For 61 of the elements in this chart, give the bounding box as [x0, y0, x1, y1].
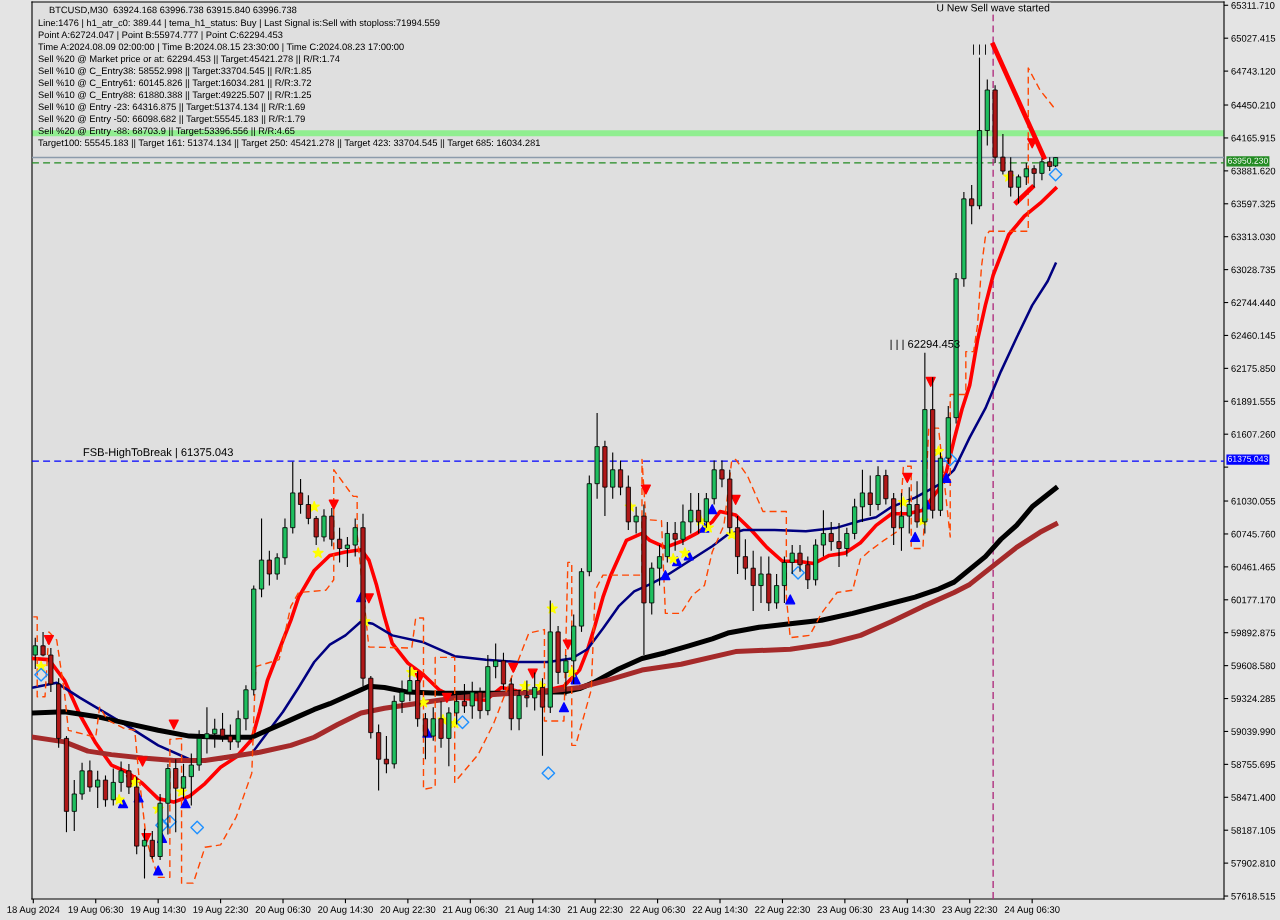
y-tick-label: 61607.260 [1231, 431, 1276, 438]
annotation: Sell %10 @ C_Entry61: 60145.826 || Target:16034.281 || R/R:3.72 [38, 79, 311, 88]
x-tick-label: 18 Aug 2024 [7, 906, 60, 915]
x-tick-label: 24 Aug 06:30 [1004, 906, 1060, 915]
x-tick-label: 20 Aug 22:30 [380, 906, 436, 915]
y-tick-label: 63313.030 [1231, 233, 1276, 241]
y-tick-label: 58755.695 [1231, 761, 1276, 768]
y-tick-label: 58471.400 [1231, 794, 1276, 801]
annotation: Sell %20 @ Market price or at: 62294.453 || Target:45421.278 || R/R:1.74 [38, 55, 340, 64]
ref-line-label: U New Sell wave started [937, 3, 1050, 12]
x-tick-label: 20 Aug 06:30 [255, 906, 311, 915]
y-tick-label: 63597.325 [1231, 200, 1276, 208]
y-tick-label: 62460.145 [1231, 332, 1276, 339]
y-tick-label: 58187.105 [1231, 827, 1276, 834]
y-tick-label: 62175.850 [1231, 365, 1276, 372]
annotation: Sell %10 @ C_Entry38: 58552.998 || Target:33704.545 || R/R:1.85 [38, 67, 312, 76]
annotation: FSB-HighToBreak | 61375.043 [83, 447, 233, 459]
y-tick-label: 60745.760 [1231, 530, 1276, 538]
y-tick-label: 65027.415 [1231, 35, 1276, 42]
ref-line-label: 61375.043 [1228, 455, 1268, 462]
y-tick-label: 60461.465 [1231, 563, 1276, 571]
x-tick-label: 22 Aug 14:30 [692, 906, 748, 915]
x-tick-label: 23 Aug 22:30 [942, 906, 998, 915]
y-tick-label: 61891.555 [1231, 398, 1276, 405]
x-tick-label: 23 Aug 14:30 [879, 906, 935, 915]
x-tick-label: 22 Aug 22:30 [755, 906, 810, 915]
y-tick-label: 61030.055 [1231, 497, 1276, 505]
y-tick-label: 64450.210 [1231, 101, 1276, 109]
x-tick-label: 21 Aug 06:30 [442, 906, 498, 915]
x-tick-label: 19 Aug 06:30 [68, 906, 124, 915]
annotation: | | | [973, 44, 986, 55]
annotation: Sell %20 @ Entry -88: 68703.9 || Target:53396.556 || R/R:4.65 [38, 127, 295, 136]
y-tick-label: 59608.580 [1231, 662, 1276, 670]
y-tick-label: 59892.875 [1231, 629, 1276, 637]
y-tick-label: 57902.810 [1231, 859, 1276, 867]
x-tick-label: 20 Aug 14:30 [318, 906, 373, 915]
chart-title: BTCUSD,M30 63924.168 63996.738 63915.840 63996.738 [49, 6, 297, 15]
annotation: Line:1476 | h1_atr_c0: 389.44 | tema_h1_status: Buy | Last Signal is:Sell with stoploss:71994.559 [38, 19, 440, 28]
annotation: Time A:2024.08.09 02:00:00 | Time B:2024.08.15 23:30:00 | Time C:2024.08.23 17:00:00 [38, 43, 404, 52]
x-tick-label: 21 Aug 22:30 [567, 906, 623, 915]
y-tick-label: 63881.620 [1231, 167, 1276, 175]
x-tick-label: 21 Aug 14:30 [505, 906, 561, 915]
y-tick-label: 59324.285 [1231, 695, 1276, 703]
annotation: Target100: 55545.183 || Target 161: 51374.134 || Target 250: 45421.278 || Target 423: 33704.545 || Target 685: 16034.281 [38, 139, 540, 148]
y-tick-label: 57618.515 [1231, 892, 1276, 900]
ref-line-label: 63950.230 [1228, 157, 1268, 164]
y-tick-label: 59039.990 [1231, 728, 1276, 735]
x-tick-label: 19 Aug 22:30 [193, 906, 249, 915]
annotation: Point A:62724.047 | Point B:55974.777 | Point C:62294.453 [38, 31, 283, 40]
annotation: Sell %20 @ Entry -50: 66098.682 || Target:55545.183 || R/R:1.79 [38, 115, 305, 124]
y-tick-label: 60177.170 [1231, 596, 1276, 604]
annotation: Sell %10 @ C_Entry88: 61880.388 || Target:49225.507 || R/R:1.25 [38, 91, 312, 100]
y-tick-label: 64165.915 [1231, 134, 1276, 142]
y-tick-label: 64743.120 [1231, 67, 1276, 75]
y-tick-label: 65311.710 [1231, 2, 1275, 9]
y-tick-label: 62744.440 [1231, 299, 1276, 307]
x-tick-label: 23 Aug 06:30 [817, 906, 873, 915]
y-tick-label: 63028.735 [1231, 266, 1276, 274]
x-tick-label: 22 Aug 06:30 [630, 906, 686, 915]
annotation: Sell %10 @ Entry -23: 64316.875 || Target:51374.134 || R/R:1.69 [38, 103, 305, 112]
x-tick-label: 19 Aug 14:30 [131, 906, 186, 915]
